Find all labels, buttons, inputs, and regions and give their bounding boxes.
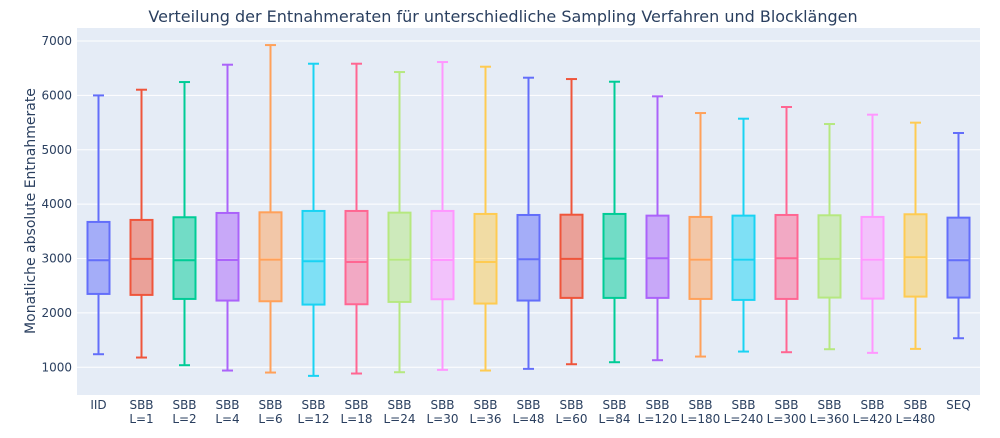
x-tick-label: L=6 — [258, 412, 282, 426]
x-tick-label: SBB — [903, 398, 927, 412]
x-tick-label: SBB — [774, 398, 798, 412]
iqr-box — [172, 216, 197, 300]
box-SBB-L=36 — [473, 65, 498, 372]
box-SBB-L=48 — [516, 76, 541, 370]
x-tick-label: SBB — [516, 398, 540, 412]
x-tick-label: L=36 — [469, 412, 501, 426]
iqr-box — [473, 212, 498, 305]
iqr-box — [215, 211, 240, 302]
box-SBB-L=2 — [172, 81, 197, 367]
y-tick-label: 1000 — [41, 360, 72, 374]
x-tick-label: L=24 — [383, 412, 415, 426]
iqr-box — [129, 218, 154, 296]
x-tick-label: L=360 — [810, 412, 850, 426]
iqr-box — [301, 209, 326, 306]
iqr-box — [602, 212, 627, 299]
iqr-box — [860, 215, 885, 300]
box-SEQ — [946, 131, 971, 340]
x-tick-label: L=420 — [853, 412, 893, 426]
x-tick-label: SBB — [344, 398, 368, 412]
x-tick-label: SBB — [215, 398, 239, 412]
x-tick-label: SBB — [731, 398, 755, 412]
x-tick-label: SBB — [172, 398, 196, 412]
x-tick-label: SBB — [387, 398, 411, 412]
y-tick-label: 2000 — [41, 306, 72, 320]
x-tick-label: SBB — [645, 398, 669, 412]
box-IID — [86, 94, 111, 356]
iqr-box — [258, 211, 283, 303]
x-tick-label: L=480 — [896, 412, 936, 426]
boxes — [86, 44, 971, 377]
x-tick-label: L=18 — [340, 412, 372, 426]
box-SBB-L=420 — [860, 113, 885, 354]
y-axis-label: Monatliche absolute Entnahmerate — [23, 88, 39, 334]
iqr-box — [774, 213, 799, 300]
x-tick-label: L=2 — [172, 412, 196, 426]
chart-title: Verteilung der Entnahmeraten für untersc… — [148, 7, 857, 26]
iqr-box — [946, 216, 971, 299]
x-tick-label: SBB — [688, 398, 712, 412]
iqr-box — [688, 215, 713, 300]
y-tick-label: 7000 — [41, 34, 72, 48]
x-tick-label: SBB — [473, 398, 497, 412]
x-tick-label: L=84 — [598, 412, 630, 426]
iqr-box — [516, 213, 541, 302]
box-SBB-L=24 — [387, 71, 412, 374]
x-tick-label: SBB — [602, 398, 626, 412]
y-tick-label: 5000 — [41, 143, 72, 157]
iqr-box — [817, 214, 842, 299]
x-tick-label: SBB — [258, 398, 282, 412]
iqr-box — [430, 209, 455, 301]
box-SBB-L=60 — [559, 78, 584, 366]
box-SBB-L=84 — [602, 80, 627, 364]
iqr-box — [559, 213, 584, 299]
x-tick-label: L=48 — [512, 412, 544, 426]
x-tick-label: L=4 — [215, 412, 239, 426]
box-SBB-L=18 — [344, 62, 369, 375]
box-SBB-L=4 — [215, 63, 240, 372]
x-tick-label: L=60 — [555, 412, 587, 426]
iqr-box — [387, 211, 412, 303]
x-tick-label: SBB — [301, 398, 325, 412]
iqr-box — [731, 214, 756, 301]
box-SBB-L=30 — [430, 61, 455, 371]
x-tick-labels: IID SBBL=1SBBL=2SBBL=4SBBL=6SBBL=12SBBL=1… — [90, 398, 970, 426]
iqr-box — [903, 213, 928, 298]
x-tick-label: L=300 — [767, 412, 807, 426]
box-SBB-L=6 — [258, 44, 283, 374]
box-SBB-L=1 — [129, 88, 154, 359]
x-tick-label: SBB — [817, 398, 841, 412]
x-tick-label: L=120 — [638, 412, 678, 426]
x-tick-label: L=12 — [297, 412, 329, 426]
x-tick-label: SBB — [430, 398, 454, 412]
x-tick-label: L=1 — [129, 412, 153, 426]
x-tick-label: SEQ — [946, 398, 971, 412]
box-SBB-L=300 — [774, 106, 799, 354]
box-SBB-L=180 — [688, 112, 713, 358]
box-SBB-L=120 — [645, 95, 670, 362]
x-tick-label: SBB — [559, 398, 583, 412]
x-tick-label: IID — [90, 398, 106, 412]
iqr-box — [344, 209, 369, 306]
x-tick-label: SBB — [129, 398, 153, 412]
iqr-box — [645, 214, 670, 299]
box-SBB-L=480 — [903, 121, 928, 350]
x-tick-label: L=180 — [681, 412, 721, 426]
y-tick-label: 4000 — [41, 197, 72, 211]
box-SBB-L=12 — [301, 62, 326, 377]
box-SBB-L=240 — [731, 117, 756, 353]
y-tick-label: 6000 — [41, 88, 72, 102]
x-tick-label: SBB — [860, 398, 884, 412]
iqr-box — [86, 220, 111, 295]
y-tick-labels: 1000 2000 3000 4000 5000 6000 7000 — [41, 34, 72, 374]
x-tick-label: L=30 — [426, 412, 458, 426]
y-tick-label: 3000 — [41, 252, 72, 266]
box-SBB-L=360 — [817, 123, 842, 351]
x-tick-label: L=240 — [724, 412, 764, 426]
